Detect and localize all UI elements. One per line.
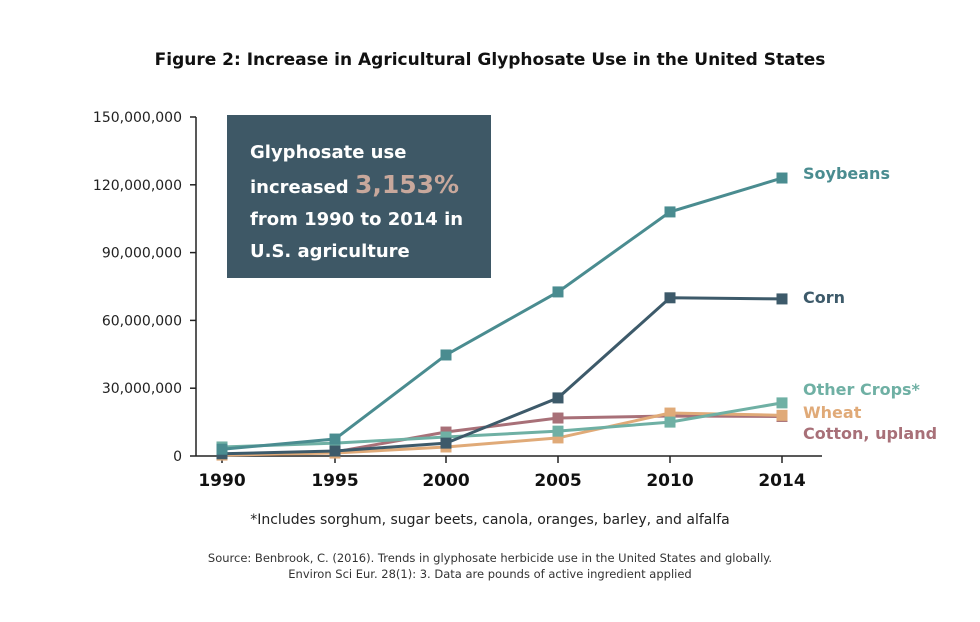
data-point xyxy=(664,292,676,304)
x-tick-label: 2010 xyxy=(646,471,693,491)
x-tick-label: 2000 xyxy=(422,471,469,491)
series-line-corn xyxy=(221,296,783,456)
source-line2: Environ Sci Eur. 28(1): 3. Data are poun… xyxy=(288,567,692,581)
data-point xyxy=(776,409,788,421)
data-point xyxy=(329,445,341,457)
data-point xyxy=(440,431,452,443)
callout-line2: increased 3,153% xyxy=(250,169,491,204)
callout-line3: from 1990 to 2014 in xyxy=(250,209,464,230)
data-point xyxy=(664,407,676,419)
data-point xyxy=(440,349,452,361)
x-tick-label: 2014 xyxy=(758,471,805,491)
y-tick-label: 60,000,000 xyxy=(102,313,182,329)
y-tick-label: 150,000,000 xyxy=(93,110,182,126)
y-tick-label: 0 xyxy=(173,449,182,465)
series-label: Wheat xyxy=(803,403,862,422)
footnote: *Includes sorghum, sugar beets, canola, … xyxy=(250,512,730,528)
data-point xyxy=(664,416,676,428)
y-tick-label: 90,000,000 xyxy=(102,246,182,262)
callout-box: Glyphosate use increased 3,153% from 199… xyxy=(227,115,491,278)
series-line-wheat xyxy=(221,411,783,457)
data-point xyxy=(776,293,788,305)
y-tick-label: 120,000,000 xyxy=(93,178,182,194)
data-point xyxy=(552,392,564,404)
series-line-other-crops- xyxy=(221,401,783,449)
series-label: Corn xyxy=(803,288,845,307)
series-line-soybeans xyxy=(221,176,783,451)
callout-line4: U.S. agriculture xyxy=(250,241,410,262)
data-point xyxy=(552,412,564,424)
source-citation: Source: Benbrook, C. (2016). Trends in g… xyxy=(0,550,980,582)
source-line1: Source: Benbrook, C. (2016). Trends in g… xyxy=(207,551,773,565)
x-tick-label: 1995 xyxy=(311,471,358,491)
chart-title: Figure 2: Increase in Agricultural Glyph… xyxy=(154,50,826,70)
series-label: Other Crops* xyxy=(803,380,921,399)
series-label: Soybeans xyxy=(803,164,890,183)
data-point xyxy=(776,397,788,409)
data-point xyxy=(664,206,676,218)
x-tick-label: 2005 xyxy=(534,471,581,491)
callout-line1: Glyphosate use xyxy=(250,142,407,163)
callout-highlight: 3,153% xyxy=(354,170,460,199)
y-tick-label: 30,000,000 xyxy=(102,381,182,397)
x-tick-label: 1990 xyxy=(198,471,245,491)
series-label: Cotton, upland xyxy=(803,424,937,443)
data-point xyxy=(552,432,564,444)
data-point xyxy=(552,425,564,437)
data-point xyxy=(776,172,788,184)
data-point xyxy=(216,443,228,455)
data-point xyxy=(440,437,452,449)
callout-line2-text: increased xyxy=(250,177,355,198)
data-point xyxy=(329,433,341,445)
data-point xyxy=(552,286,564,298)
